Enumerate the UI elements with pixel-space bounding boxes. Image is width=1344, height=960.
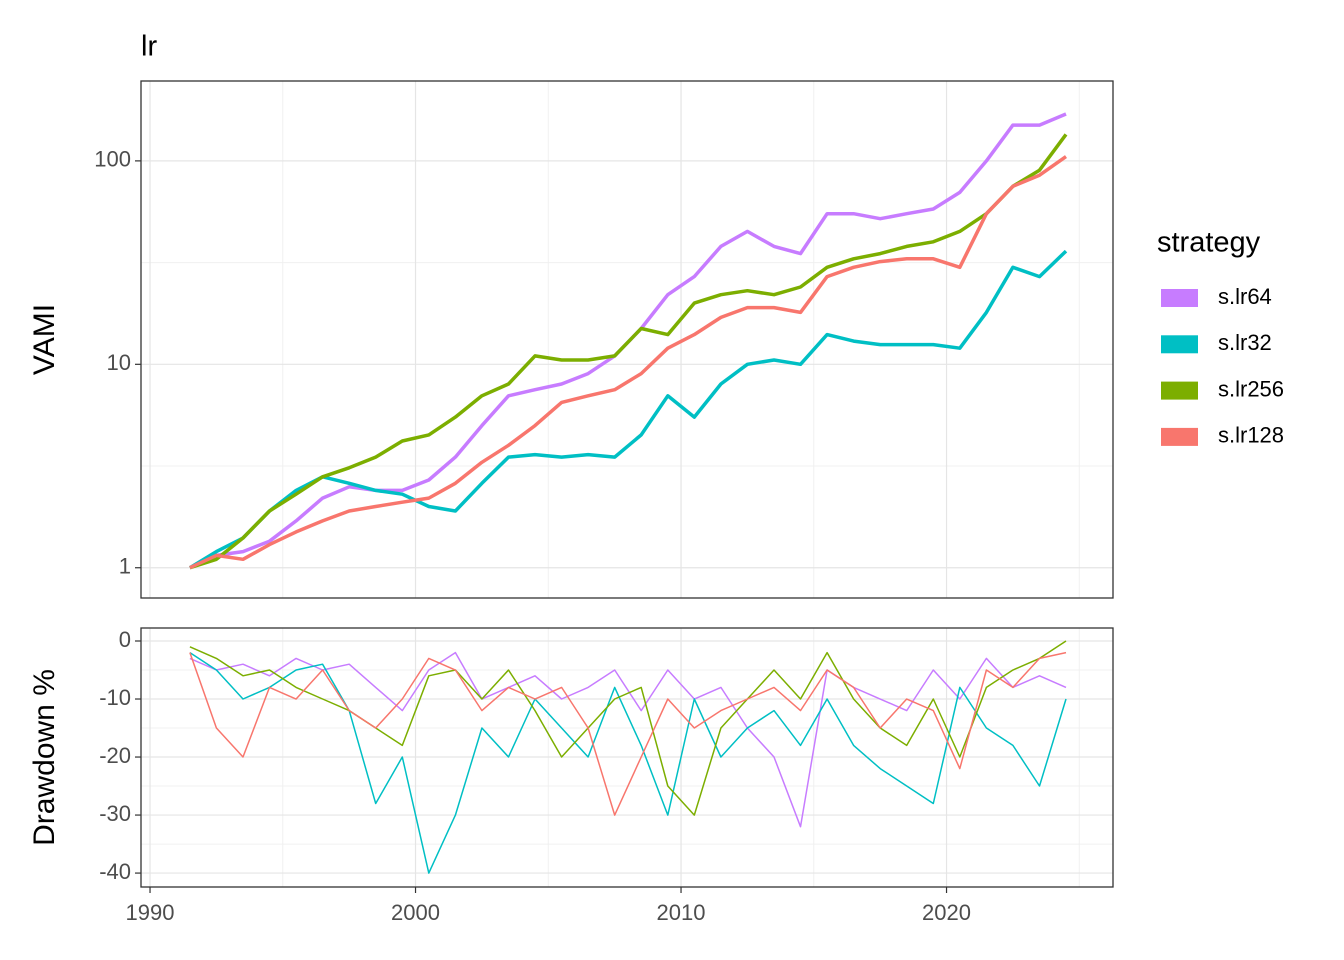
legend-key (1161, 289, 1198, 307)
legend-key (1161, 381, 1198, 400)
legend-label: s.lr256 (1218, 376, 1284, 401)
y-axis-title: VAMI (28, 304, 61, 375)
series-line (189, 155, 1068, 570)
legend-label: s.lr64 (1218, 284, 1272, 309)
chart-title: lr (141, 31, 157, 63)
legend-label: s.lr128 (1218, 423, 1284, 448)
series-line (189, 651, 1067, 874)
series-line (189, 651, 1067, 828)
y-tick-label: 0 (119, 627, 131, 652)
y-tick-label: -20 (99, 743, 131, 768)
legend-key (1161, 335, 1198, 354)
series-line (189, 133, 1068, 570)
series-line (188, 249, 1068, 570)
x-tick-label: 2000 (391, 900, 440, 925)
y-tick-label: 1 (119, 554, 131, 579)
y-tick-label: 100 (94, 147, 131, 172)
y-tick-label: 10 (107, 350, 131, 375)
x-tick-label: 2010 (657, 900, 706, 925)
series-line (189, 640, 1067, 816)
legend-title: strategy (1157, 227, 1261, 259)
y-tick-label: -10 (99, 685, 131, 710)
legend-key (1161, 427, 1198, 446)
y-axis-title: Drawdown % (28, 669, 61, 846)
series-line (189, 651, 1067, 816)
panel-border (140, 80, 1114, 599)
x-tick-label: 2020 (922, 900, 971, 925)
panel-border (140, 627, 1114, 888)
y-tick-label: -30 (99, 801, 131, 826)
y-tick-label: -40 (99, 859, 131, 884)
legend-label: s.lr32 (1218, 330, 1272, 355)
x-tick-label: 1990 (126, 900, 175, 925)
